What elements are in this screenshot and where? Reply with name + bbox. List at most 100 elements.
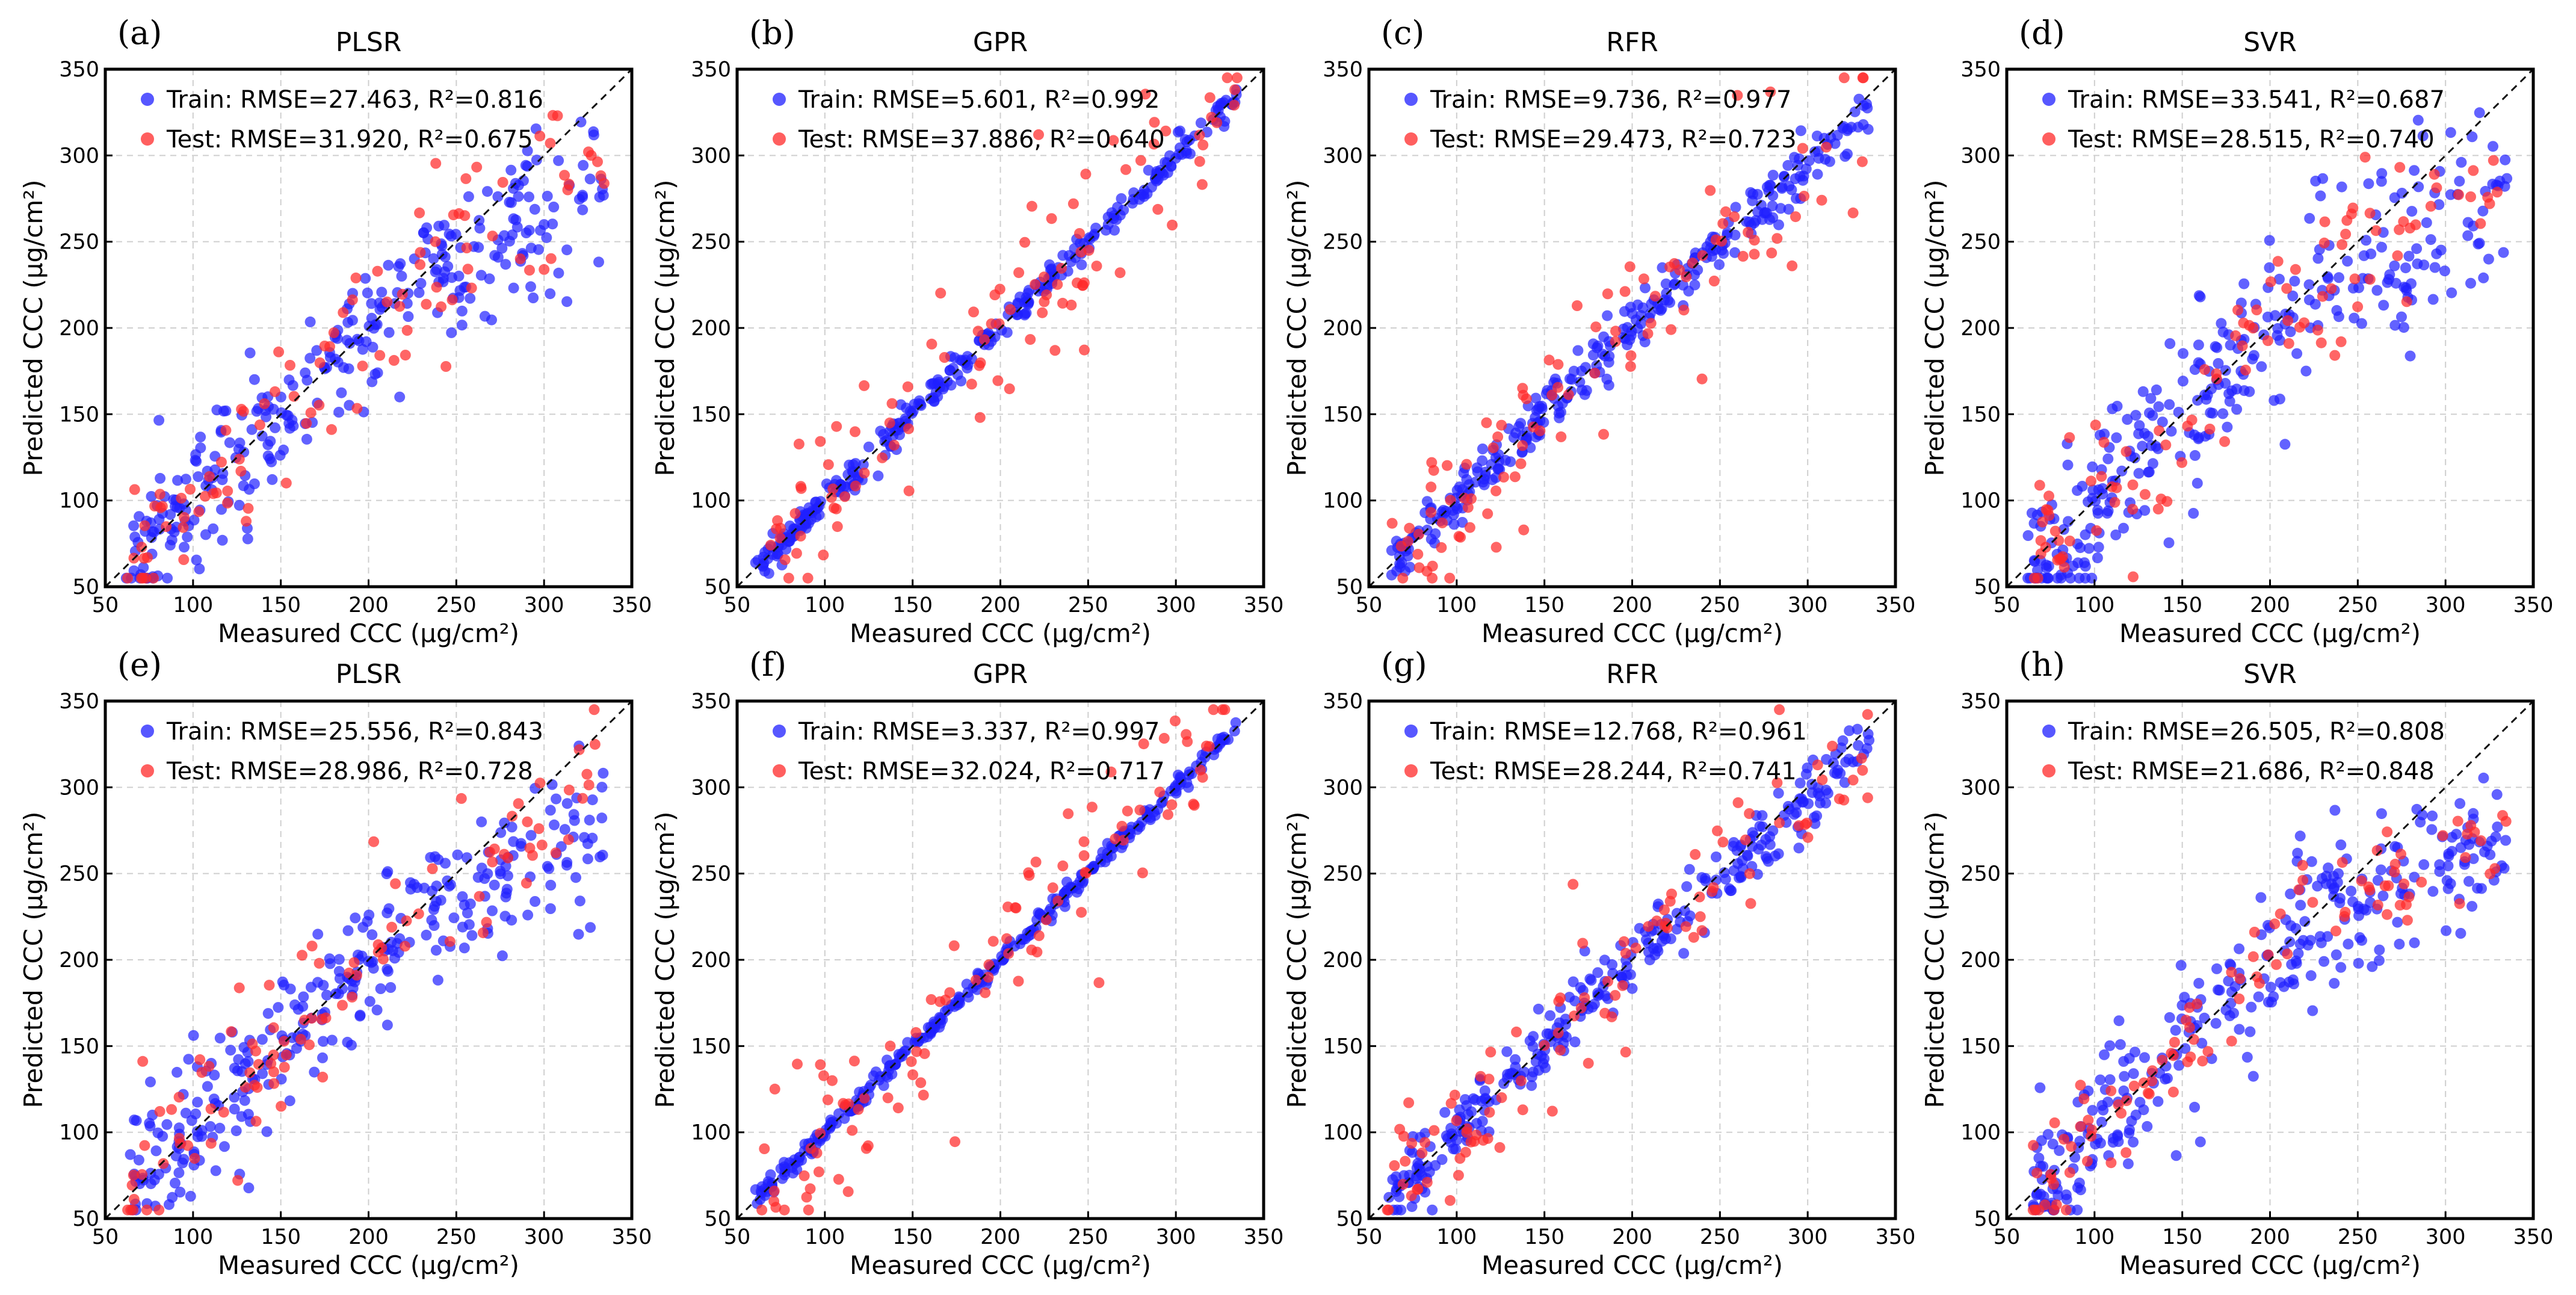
test-point — [1052, 279, 1063, 290]
train-point — [383, 327, 395, 338]
test-point — [1572, 300, 1583, 311]
train-point — [426, 915, 437, 926]
test-point — [539, 264, 550, 275]
identity-line — [104, 68, 633, 588]
x-tick-label: 150 — [2162, 593, 2202, 617]
train-point — [2173, 1060, 2185, 1071]
train-point — [2119, 1071, 2130, 1082]
test-point — [2082, 1155, 2093, 1167]
test-point — [1416, 1148, 1428, 1158]
test-point — [1108, 135, 1119, 146]
train-point — [461, 852, 472, 864]
train-point — [545, 805, 556, 816]
test-point — [1080, 867, 1091, 878]
train-point — [2196, 1037, 2208, 1049]
train-point — [234, 437, 246, 449]
train-point — [1572, 345, 1584, 356]
train-point — [2389, 260, 2400, 271]
panel-letter: (e) — [117, 646, 162, 684]
y-tick-label: 100 — [691, 489, 731, 513]
test-point — [250, 1116, 262, 1127]
test-point — [910, 1027, 922, 1038]
test-point — [822, 1094, 833, 1105]
legend-test-marker — [1404, 764, 1418, 777]
test-point — [1857, 72, 1868, 84]
test-point — [573, 744, 585, 755]
train-point — [194, 563, 205, 575]
train-point — [1862, 123, 1874, 135]
train-point — [453, 270, 465, 282]
train-point — [2305, 970, 2317, 981]
test-point — [2317, 291, 2328, 302]
test-point — [859, 1092, 870, 1104]
train-point — [2122, 414, 2133, 425]
train-point — [2279, 439, 2291, 450]
test-point — [235, 466, 247, 477]
test-point — [487, 230, 498, 242]
legend-train-label: Train: RMSE=33.541, R²=0.687 — [2068, 86, 2445, 114]
train-point — [1861, 743, 1873, 754]
test-point — [1196, 179, 1208, 190]
y-tick-label: 350 — [59, 690, 99, 714]
test-point — [1483, 1074, 1495, 1085]
train-point — [1109, 224, 1120, 236]
train-point — [1700, 876, 1711, 886]
train-point — [1679, 905, 1690, 916]
train-point — [2441, 875, 2453, 886]
train-point — [229, 1104, 240, 1114]
train-point — [2026, 507, 2037, 519]
test-point — [1771, 777, 1783, 788]
test-point — [2485, 868, 2496, 880]
train-point — [342, 1036, 353, 1048]
train-point — [2138, 1104, 2149, 1116]
test-point — [1229, 84, 1241, 96]
test-point — [1163, 809, 1173, 820]
train-point — [1615, 969, 1626, 981]
test-point — [1568, 879, 1579, 890]
test-point — [182, 1140, 194, 1151]
train-point — [2087, 493, 2098, 504]
test-point — [1610, 336, 1621, 347]
test-point — [2271, 959, 2282, 970]
panel-letter: (b) — [749, 14, 795, 52]
y-tick-label: 150 — [1960, 403, 2001, 427]
test-point — [826, 492, 837, 503]
test-point — [1610, 326, 1621, 337]
train-point — [1764, 214, 1775, 225]
test-point — [2484, 198, 2495, 209]
test-point — [1602, 975, 1613, 987]
train-point — [1665, 933, 1676, 945]
test-point — [919, 1048, 930, 1059]
test-point — [178, 554, 190, 565]
test-point — [847, 1125, 858, 1136]
test-point — [1091, 261, 1102, 272]
test-point — [2204, 424, 2216, 434]
train-point — [446, 327, 457, 338]
test-point — [756, 1204, 768, 1216]
train-point — [2152, 1096, 2164, 1107]
legend-test-label: Test: RMSE=28.515, R²=0.740 — [2068, 126, 2435, 153]
x-tick-label: 50 — [92, 1225, 119, 1249]
train-point — [2052, 1190, 2064, 1201]
test-point — [461, 243, 472, 253]
test-point — [1057, 860, 1069, 871]
train-point — [1756, 810, 1768, 821]
train-point — [2488, 141, 2498, 152]
train-point — [311, 345, 323, 356]
test-point — [2359, 152, 2371, 163]
train-point — [2349, 312, 2360, 324]
test-point — [1076, 907, 1087, 918]
train-point — [2134, 420, 2145, 431]
test-point — [1606, 1011, 1617, 1022]
test-point — [2416, 876, 2427, 888]
y-axis-label: Predicted CCC (μg/cm²) — [1282, 812, 1312, 1108]
train-point — [2124, 1127, 2135, 1139]
test-point — [801, 1191, 812, 1203]
test-point — [2283, 338, 2294, 349]
y-tick-label: 200 — [1323, 317, 1363, 341]
test-point — [176, 492, 187, 504]
test-point — [2120, 1147, 2132, 1158]
train-point — [508, 282, 519, 294]
train-point — [2474, 238, 2485, 249]
train-point — [1461, 474, 1472, 485]
